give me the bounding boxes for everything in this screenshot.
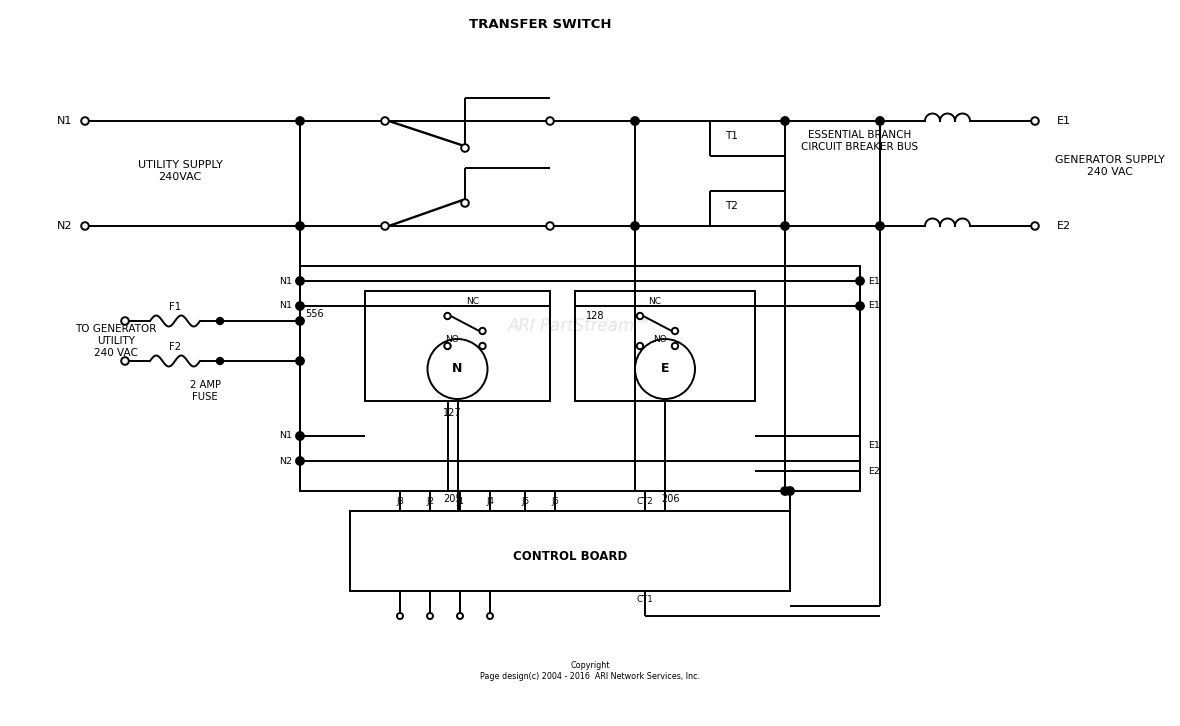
Bar	[350, 511, 789, 591]
Text: 206: 206	[661, 494, 680, 504]
Circle shape	[296, 222, 304, 230]
Bar	[365, 291, 550, 401]
Text: E1: E1	[868, 441, 880, 451]
Circle shape	[122, 317, 129, 325]
Circle shape	[216, 317, 223, 325]
Circle shape	[479, 343, 486, 349]
Text: F2: F2	[169, 342, 181, 352]
Text: Copyright
Page design(c) 2004 - 2016  ARI Network Services, Inc.: Copyright Page design(c) 2004 - 2016 ARI…	[480, 661, 700, 681]
Text: NC: NC	[466, 296, 479, 306]
Circle shape	[296, 356, 304, 365]
Circle shape	[296, 457, 304, 465]
Circle shape	[81, 117, 88, 125]
Text: TO GENERATOR
UTILITY
240 VAC: TO GENERATOR UTILITY 240 VAC	[76, 325, 157, 358]
Circle shape	[216, 357, 223, 364]
Circle shape	[631, 222, 640, 230]
Circle shape	[461, 199, 468, 207]
Text: 556: 556	[304, 309, 323, 319]
Circle shape	[445, 343, 451, 349]
Circle shape	[81, 222, 88, 230]
Circle shape	[856, 302, 864, 310]
Text: TRANSFER SWITCH: TRANSFER SWITCH	[468, 17, 611, 30]
Circle shape	[381, 117, 388, 125]
Text: CT1: CT1	[637, 595, 654, 605]
Text: CT2: CT2	[637, 497, 654, 507]
Text: NO: NO	[446, 335, 459, 343]
Text: 127: 127	[444, 408, 461, 418]
Circle shape	[546, 222, 553, 230]
Circle shape	[637, 313, 643, 319]
Circle shape	[296, 302, 304, 310]
Circle shape	[296, 117, 304, 125]
Circle shape	[876, 222, 884, 230]
Bar	[300, 266, 860, 491]
Text: F1: F1	[169, 302, 181, 312]
Text: 128: 128	[585, 311, 604, 321]
Text: 2 AMP
FUSE: 2 AMP FUSE	[190, 380, 221, 401]
Text: ESSENTIAL BRANCH
CIRCUIT BREAKER BUS: ESSENTIAL BRANCH CIRCUIT BREAKER BUS	[801, 130, 918, 152]
Circle shape	[296, 317, 304, 325]
Circle shape	[781, 117, 789, 125]
Text: E2: E2	[1057, 221, 1071, 231]
Text: N: N	[452, 362, 463, 375]
Text: ARI PartStream™: ARI PartStream™	[509, 317, 651, 335]
Circle shape	[461, 144, 468, 152]
Circle shape	[427, 613, 433, 619]
Text: NC: NC	[649, 296, 662, 306]
Circle shape	[781, 487, 789, 495]
Circle shape	[296, 432, 304, 440]
Text: E: E	[661, 362, 669, 375]
Circle shape	[876, 117, 884, 125]
Text: CONTROL BOARD: CONTROL BOARD	[513, 550, 627, 563]
Circle shape	[781, 222, 789, 230]
Text: E1: E1	[1057, 116, 1071, 126]
Circle shape	[396, 613, 404, 619]
Text: N1: N1	[278, 301, 291, 311]
Circle shape	[671, 328, 678, 334]
Circle shape	[487, 613, 493, 619]
Circle shape	[457, 613, 463, 619]
Text: N2: N2	[278, 457, 291, 465]
Text: NO: NO	[653, 335, 667, 343]
Text: 205: 205	[444, 494, 461, 504]
Circle shape	[786, 487, 794, 495]
Circle shape	[381, 222, 388, 230]
Text: N1: N1	[57, 116, 72, 126]
Circle shape	[546, 117, 553, 125]
Text: UTILITY SUPPLY
240VAC: UTILITY SUPPLY 240VAC	[138, 160, 223, 182]
Text: E2: E2	[868, 467, 880, 476]
Circle shape	[122, 357, 129, 364]
Text: N1: N1	[278, 431, 291, 441]
Circle shape	[1031, 117, 1038, 125]
Bar	[575, 291, 755, 401]
Text: J3: J3	[396, 497, 404, 507]
Circle shape	[445, 313, 451, 319]
Circle shape	[637, 343, 643, 349]
Text: N2: N2	[57, 221, 72, 231]
Circle shape	[856, 277, 864, 285]
Text: J5: J5	[551, 497, 559, 507]
Text: T2: T2	[725, 201, 738, 211]
Text: E1: E1	[868, 301, 880, 311]
Circle shape	[479, 328, 486, 334]
Text: J4: J4	[486, 497, 494, 507]
Text: GENERATOR SUPPLY
240 VAC: GENERATOR SUPPLY 240 VAC	[1055, 155, 1165, 177]
Text: J6: J6	[522, 497, 529, 507]
Text: N1: N1	[278, 277, 291, 285]
Text: J1: J1	[455, 497, 464, 507]
Circle shape	[631, 117, 640, 125]
Text: E1: E1	[868, 277, 880, 285]
Text: J2: J2	[426, 497, 434, 507]
Circle shape	[671, 343, 678, 349]
Text: T1: T1	[725, 131, 738, 141]
Circle shape	[1031, 222, 1038, 230]
Circle shape	[296, 277, 304, 285]
